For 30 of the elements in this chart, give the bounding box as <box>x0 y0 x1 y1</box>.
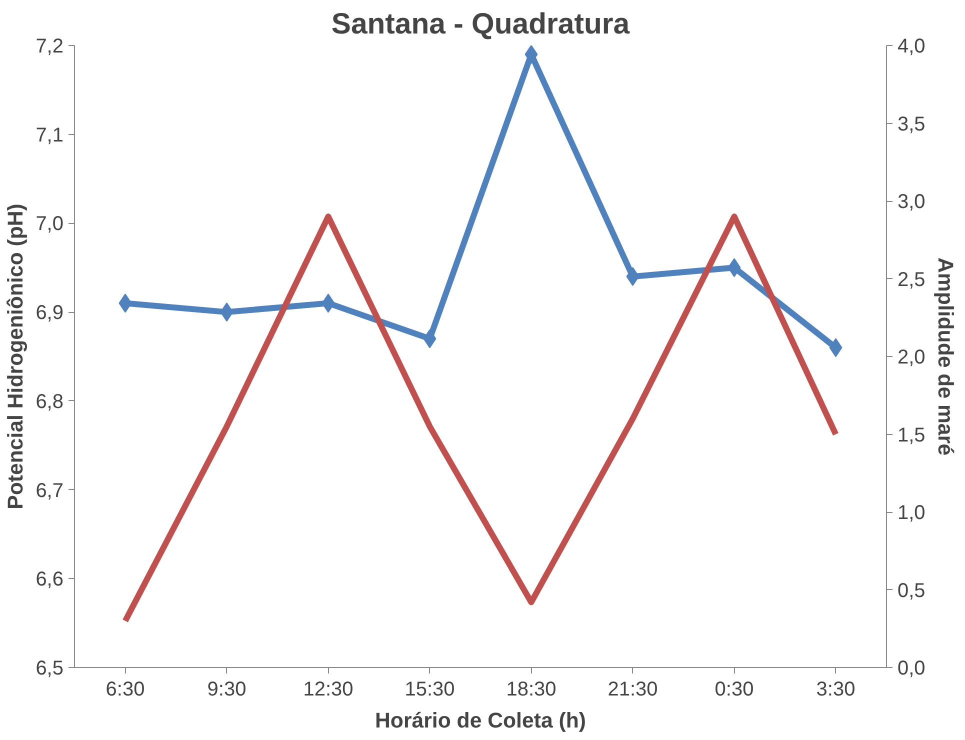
x-tick-label: 6:30 <box>106 678 145 700</box>
y2-tick-label: 3,5 <box>898 113 926 136</box>
y2-tick-label: 2,0 <box>898 346 926 368</box>
y-tick-label: 6,5 <box>36 658 64 680</box>
y-axis-title: Potencial Hidrogeniônico (pH) <box>4 204 28 510</box>
y2-tick-label: 1,0 <box>898 502 926 524</box>
y-tick-label: 7,2 <box>36 36 64 58</box>
x-axis-title: Horário de Coleta (h) <box>375 708 586 732</box>
point <box>524 46 538 64</box>
y-tick-label: 7,0 <box>36 213 64 236</box>
chart-title: Santana - Quadratura <box>331 8 630 40</box>
y-tick-label: 6,8 <box>36 390 64 413</box>
x-tick-label: 18:30 <box>506 678 556 700</box>
x-tick-label: 12:30 <box>303 678 354 700</box>
y2-tick-label: 0,5 <box>898 580 926 602</box>
x-tick-label: 0:30 <box>714 678 754 700</box>
y-tick-label: 6,6 <box>36 568 64 591</box>
x-tick-label: 21:30 <box>608 678 658 700</box>
y2-tick-label: 3,0 <box>898 191 926 213</box>
y2-tick-label: 1,5 <box>898 424 926 446</box>
y-tick-label: 7,1 <box>36 124 64 146</box>
x-tick-label: 3:30 <box>816 678 856 700</box>
y2-tick-label: 2,5 <box>898 268 926 291</box>
y-tick-label: 6,9 <box>36 302 64 324</box>
y2-axis-title: Amplidude de maré <box>933 258 958 456</box>
x-tick-label: 9:30 <box>207 678 246 700</box>
y-tick-label: 6,7 <box>36 480 64 502</box>
y2-tick-label: 0,0 <box>898 658 926 680</box>
y2-tick-label: 4,0 <box>898 36 926 58</box>
x-tick-label: 15:30 <box>404 678 455 700</box>
